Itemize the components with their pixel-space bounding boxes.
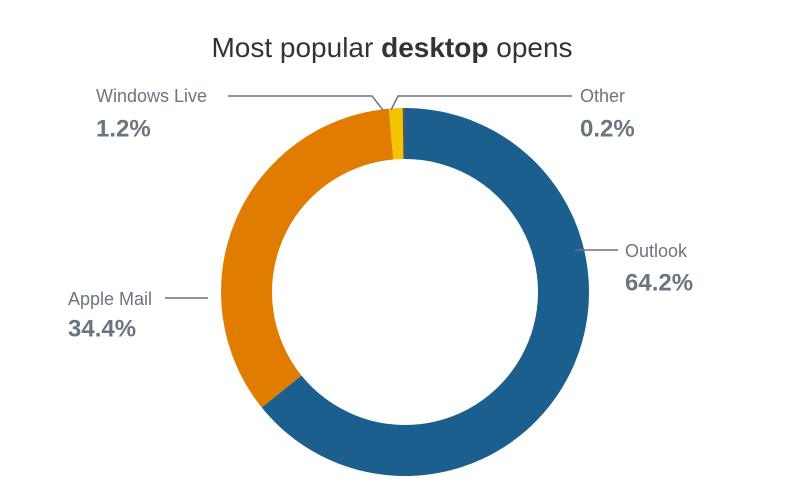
donut-slice: [261, 108, 589, 476]
title-part: Most popular: [211, 32, 373, 63]
slice-name: Outlook: [625, 241, 688, 261]
leader-line: [390, 95, 572, 111]
donut-slice: [220, 108, 394, 408]
leader-line: [228, 95, 384, 111]
slice-name: Windows Live: [96, 86, 207, 106]
title-part: desktop: [381, 32, 488, 63]
slice-value-label: 1.2%: [96, 115, 151, 142]
slice-name: Apple Mail: [68, 289, 152, 309]
slice-value-label: 0.2%: [580, 115, 635, 142]
chart-title: Most popular desktop opens: [211, 32, 572, 63]
slice-value-label: 64.2%: [625, 269, 693, 296]
title-part: opens: [496, 32, 572, 63]
slice-name: Other: [580, 86, 625, 106]
slice-value-label: 34.4%: [68, 315, 136, 342]
donut-slice: [402, 108, 405, 160]
donut-slice: [388, 108, 404, 160]
